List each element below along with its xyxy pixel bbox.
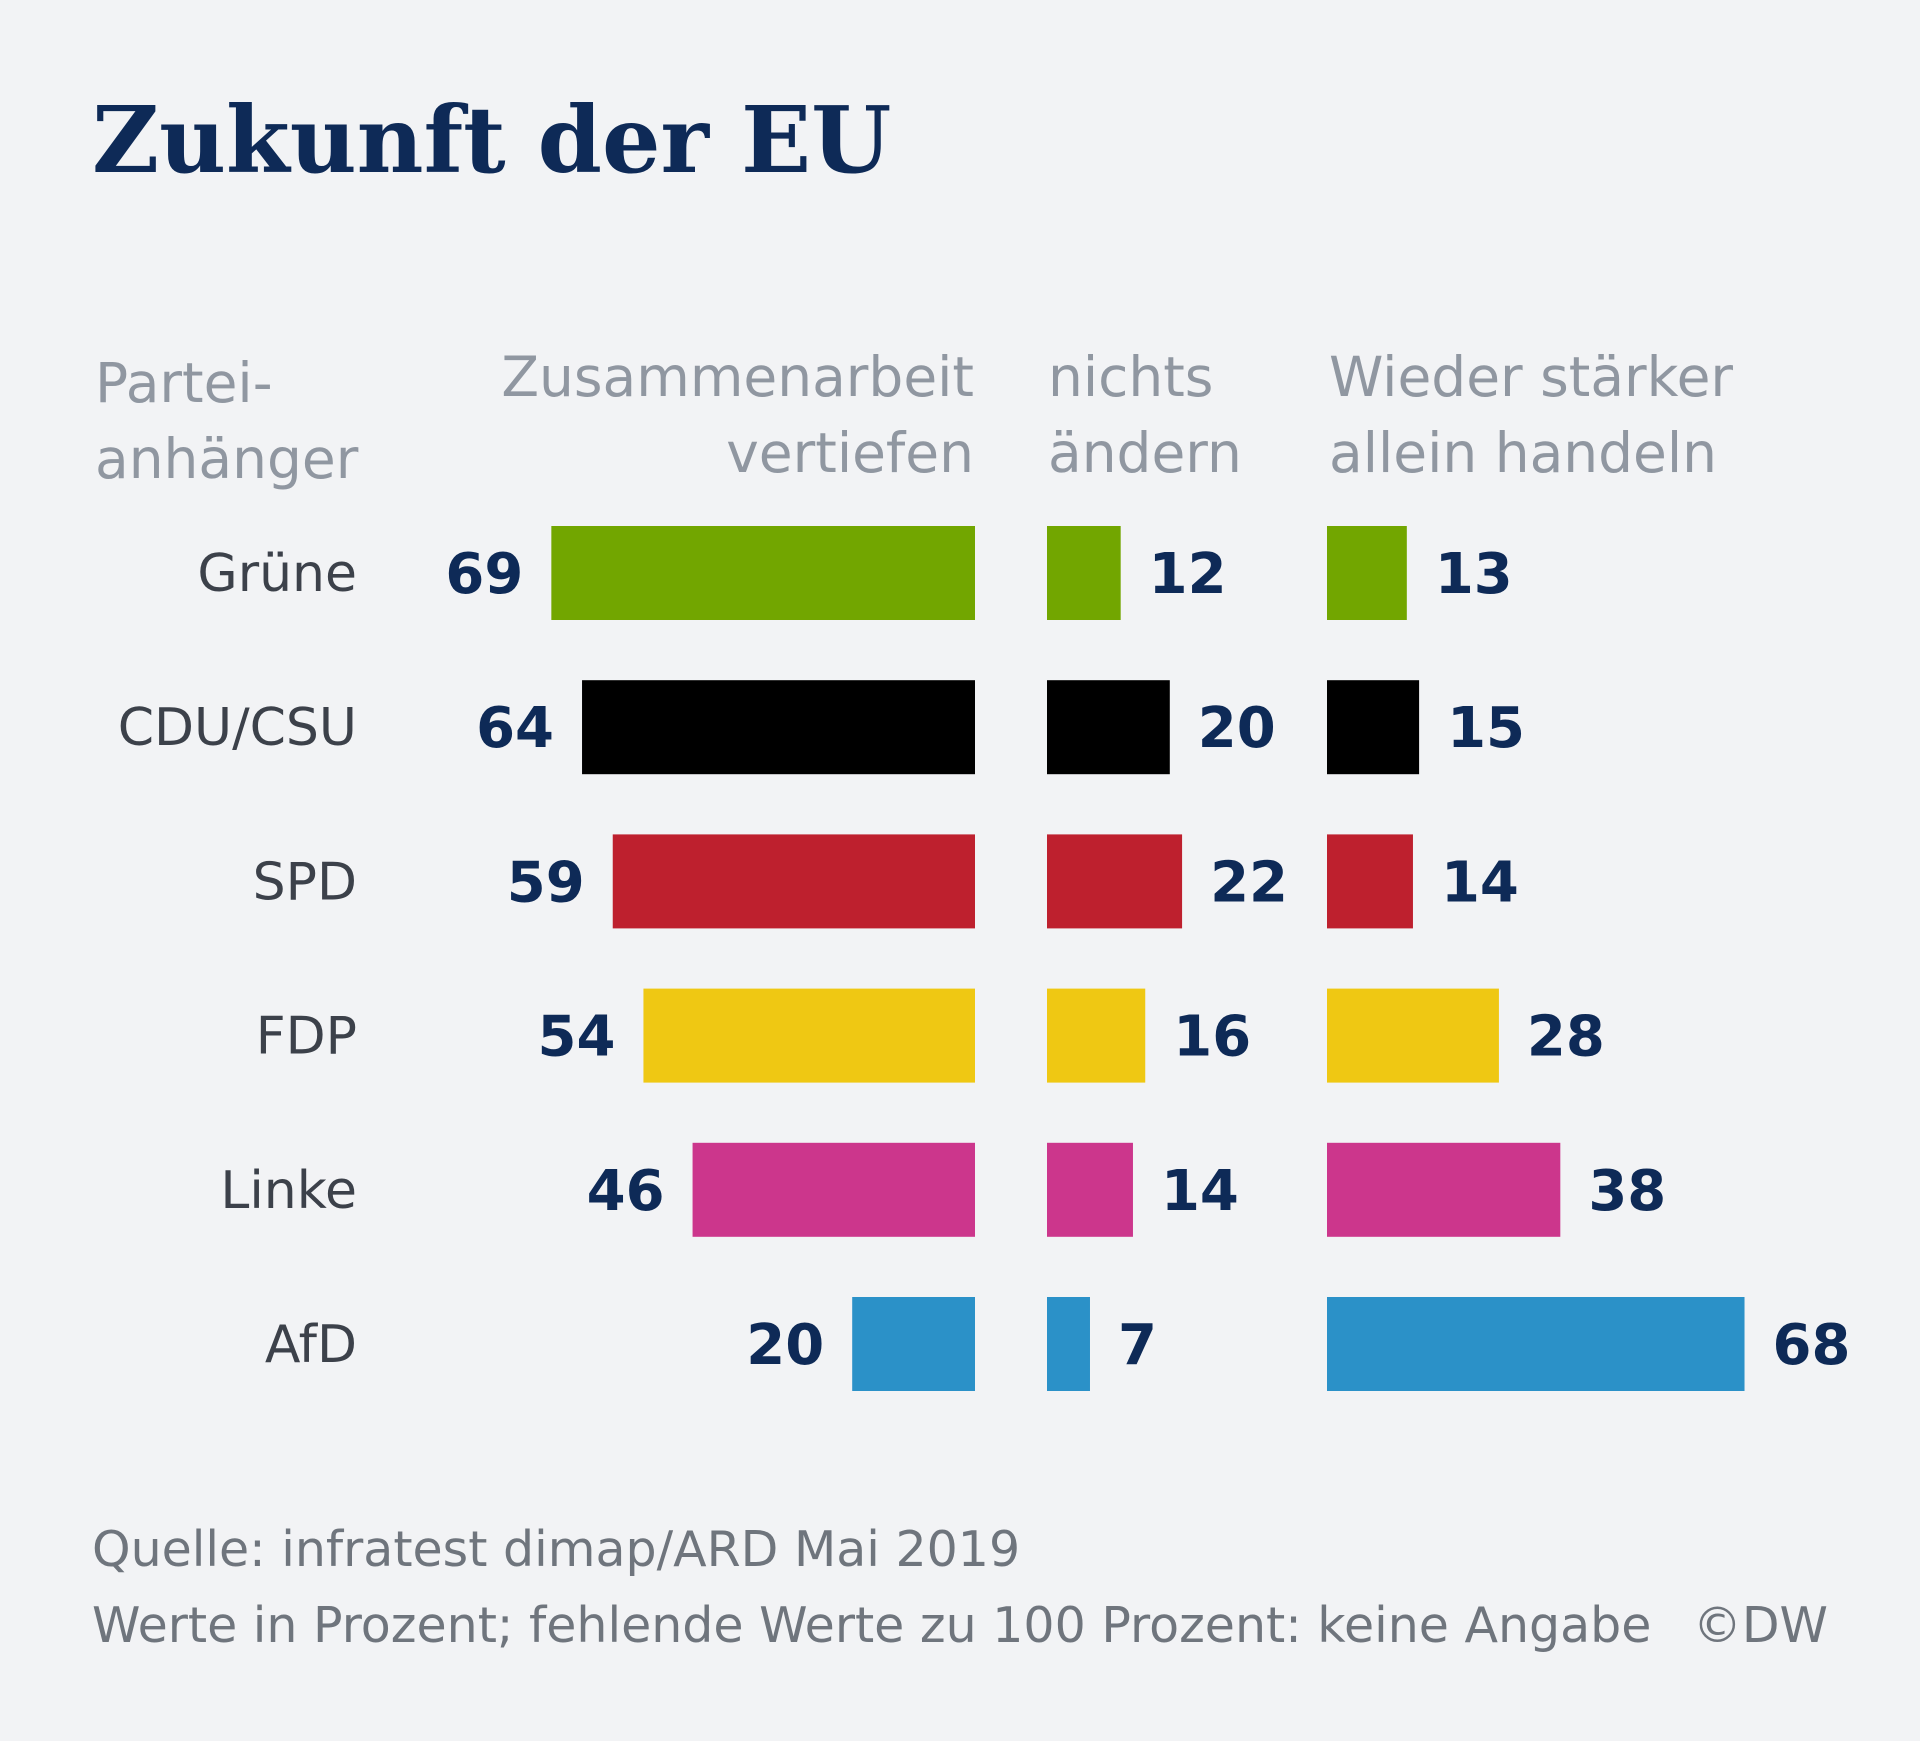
value-fdp-allein-handeln: 28	[1527, 1005, 1605, 1070]
value-grüne-nichts-aendern: 12	[1149, 542, 1227, 607]
value-cdu-csu-nichts-aendern: 20	[1198, 696, 1276, 761]
bars-group: Grüne 69 12 13 CDU/CSU 64 20 15 SPD 59 22 14 FDP 54 16…	[118, 526, 1851, 1391]
value-spd-zusammenarbeit: 59	[507, 850, 585, 915]
row-label-afd: AfD	[265, 1315, 357, 1375]
value-cdu-csu-zusammenarbeit: 64	[476, 696, 554, 761]
value-afd-zusammenarbeit: 20	[746, 1313, 824, 1378]
series-2-header-line-2: ändern	[1048, 421, 1242, 485]
series-2-header-line-1: nichts	[1048, 345, 1213, 409]
bar-afd-nichts-aendern	[1047, 1297, 1090, 1391]
value-cdu-csu-allein-handeln: 15	[1447, 696, 1525, 761]
category-header-line-1: Partei-	[95, 351, 273, 415]
bar-spd-zusammenarbeit	[612, 834, 975, 929]
value-afd-nichts-aendern: 7	[1118, 1313, 1157, 1378]
value-afd-allein-handeln: 68	[1773, 1313, 1851, 1378]
bar-cdu-csu-allein-handeln	[1327, 680, 1420, 775]
value-fdp-zusammenarbeit: 54	[538, 1005, 616, 1070]
chart-title: Zukunft der EU	[92, 86, 891, 194]
value-grüne-allein-handeln: 13	[1435, 542, 1513, 607]
credit-text: ©DW	[1693, 1597, 1828, 1654]
bar-linke-zusammenarbeit	[692, 1142, 975, 1237]
bar-spd-nichts-aendern	[1047, 834, 1183, 929]
value-spd-allein-handeln: 14	[1441, 850, 1519, 915]
bar-cdu-csu-nichts-aendern	[1047, 680, 1170, 775]
bar-grüne-nichts-aendern	[1047, 526, 1121, 620]
bar-linke-allein-handeln	[1327, 1142, 1561, 1237]
series-1-header-line-1: Zusammenarbeit	[501, 345, 974, 409]
bar-afd-zusammenarbeit	[852, 1297, 975, 1391]
bar-spd-allein-handeln	[1327, 834, 1413, 929]
bar-grüne-allein-handeln	[1327, 526, 1407, 620]
bar-cdu-csu-zusammenarbeit	[582, 680, 975, 775]
series-3-header-line-2: allein handeln	[1329, 421, 1717, 485]
category-header-line-2: anhänger	[95, 427, 359, 491]
value-linke-nichts-aendern: 14	[1161, 1159, 1239, 1224]
bar-afd-allein-handeln	[1327, 1297, 1745, 1391]
value-linke-allein-handeln: 38	[1588, 1159, 1666, 1224]
row-label-linke: Linke	[220, 1161, 357, 1221]
bar-fdp-zusammenarbeit	[643, 988, 975, 1083]
value-linke-zusammenarbeit: 46	[587, 1159, 665, 1224]
series-3-header-line-1: Wieder stärker	[1329, 345, 1733, 409]
value-spd-nichts-aendern: 22	[1210, 850, 1288, 915]
value-fdp-nichts-aendern: 16	[1173, 1005, 1251, 1070]
bar-linke-nichts-aendern	[1047, 1142, 1133, 1237]
bar-grüne-zusammenarbeit	[551, 526, 975, 620]
bar-fdp-nichts-aendern	[1047, 988, 1146, 1083]
value-grüne-zusammenarbeit: 69	[445, 542, 523, 607]
bar-fdp-allein-handeln	[1327, 988, 1499, 1083]
source-text: Quelle: infratest dimap/ARD Mai 2019	[92, 1521, 1020, 1578]
row-label-cdu-csu: CDU/CSU	[118, 698, 357, 758]
row-label-grüne: Grüne	[197, 544, 357, 604]
row-label-fdp: FDP	[256, 1007, 357, 1067]
row-label-spd: SPD	[253, 852, 357, 912]
note-text: Werte in Prozent; fehlende Werte zu 100 …	[92, 1597, 1651, 1654]
series-1-header-line-2: vertiefen	[726, 421, 974, 485]
